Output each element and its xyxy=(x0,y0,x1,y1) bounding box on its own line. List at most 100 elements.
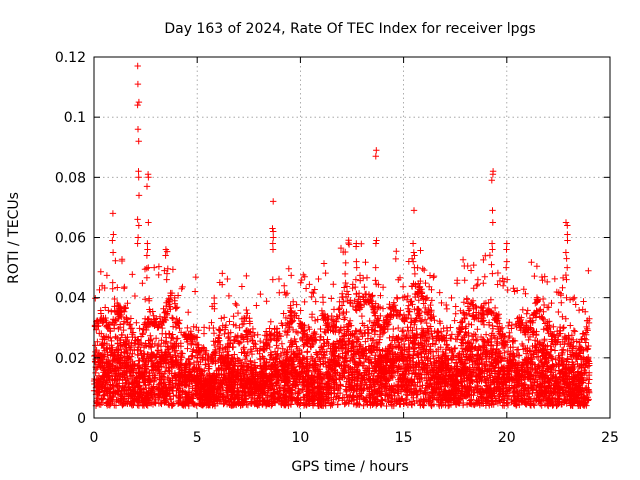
data-point xyxy=(322,269,329,277)
data-point xyxy=(256,350,263,357)
data-point xyxy=(474,276,482,283)
data-point xyxy=(465,332,472,339)
data-point xyxy=(293,301,300,308)
data-point xyxy=(443,301,450,309)
data-point xyxy=(373,340,381,347)
data-point xyxy=(215,366,222,373)
data-point xyxy=(349,281,356,288)
data-point xyxy=(420,401,428,409)
data-point xyxy=(168,334,175,342)
data-point xyxy=(383,402,390,410)
data-point xyxy=(543,324,550,332)
data-point xyxy=(367,296,374,303)
data-point xyxy=(122,345,129,353)
data-point xyxy=(576,343,584,350)
data-point xyxy=(369,292,376,299)
data-point xyxy=(465,320,472,328)
data-point xyxy=(297,307,304,314)
data-point xyxy=(126,321,133,329)
data-point xyxy=(330,281,337,288)
data-point xyxy=(305,323,312,331)
data-point xyxy=(336,327,343,334)
data-point xyxy=(537,357,544,364)
data-point xyxy=(162,368,169,375)
data-point xyxy=(535,373,542,380)
data-point xyxy=(366,317,373,325)
data-point xyxy=(421,353,428,360)
data-point xyxy=(169,266,177,273)
data-point xyxy=(253,302,260,309)
data-point xyxy=(468,301,476,308)
data-point xyxy=(491,304,499,312)
data-point xyxy=(510,285,517,292)
data-point xyxy=(246,315,253,322)
data-point xyxy=(317,344,325,351)
data-point xyxy=(537,400,544,408)
data-point xyxy=(585,380,592,387)
data-point xyxy=(160,305,167,312)
data-point xyxy=(379,358,386,365)
data-point xyxy=(211,341,218,349)
data-point xyxy=(470,261,477,269)
data-point xyxy=(103,333,110,340)
data-point xyxy=(472,331,479,339)
data-point xyxy=(470,336,477,343)
data-point xyxy=(174,292,182,299)
data-point xyxy=(236,324,243,331)
data-point xyxy=(323,348,330,355)
data-point xyxy=(473,336,481,343)
data-point xyxy=(379,284,387,291)
data-point xyxy=(263,328,270,335)
data-point xyxy=(105,307,112,314)
data-point xyxy=(137,333,145,340)
data-point xyxy=(101,284,108,292)
data-point xyxy=(473,304,480,311)
data-point xyxy=(530,310,538,318)
data-point xyxy=(91,358,99,365)
data-point xyxy=(281,282,288,289)
data-point xyxy=(208,319,215,326)
data-point xyxy=(312,298,319,305)
data-point xyxy=(187,328,195,335)
data-point xyxy=(372,322,379,329)
data-point xyxy=(428,297,435,304)
data-point xyxy=(238,349,245,356)
data-point xyxy=(562,271,570,279)
data-point xyxy=(310,289,317,297)
data-point xyxy=(485,321,493,329)
data-point xyxy=(234,309,242,317)
data-point xyxy=(430,274,437,281)
data-point xyxy=(205,360,212,367)
data-point xyxy=(461,262,468,270)
data-point xyxy=(257,290,264,298)
data-point xyxy=(266,356,274,363)
data-point xyxy=(394,295,401,302)
data-point xyxy=(472,344,479,351)
data-point xyxy=(364,329,371,337)
data-point xyxy=(154,342,161,349)
data-point xyxy=(170,383,177,391)
data-point xyxy=(407,315,415,322)
data-point xyxy=(581,370,588,377)
data-point xyxy=(360,362,368,369)
data-point xyxy=(345,347,352,355)
data-point xyxy=(551,347,559,354)
data-point xyxy=(94,317,101,324)
data-point xyxy=(480,256,487,264)
data-point xyxy=(356,272,364,279)
data-point xyxy=(411,270,419,278)
data-point xyxy=(274,350,281,357)
data-point xyxy=(418,375,425,382)
data-point xyxy=(582,339,589,346)
data-point xyxy=(474,326,481,333)
data-point xyxy=(279,345,286,352)
data-point xyxy=(102,304,109,311)
data-point xyxy=(219,281,226,288)
data-point xyxy=(522,381,529,389)
data-point xyxy=(443,305,451,313)
data-point xyxy=(342,248,349,256)
data-point xyxy=(251,359,258,366)
data-point xyxy=(431,317,438,324)
data-point xyxy=(343,323,351,330)
